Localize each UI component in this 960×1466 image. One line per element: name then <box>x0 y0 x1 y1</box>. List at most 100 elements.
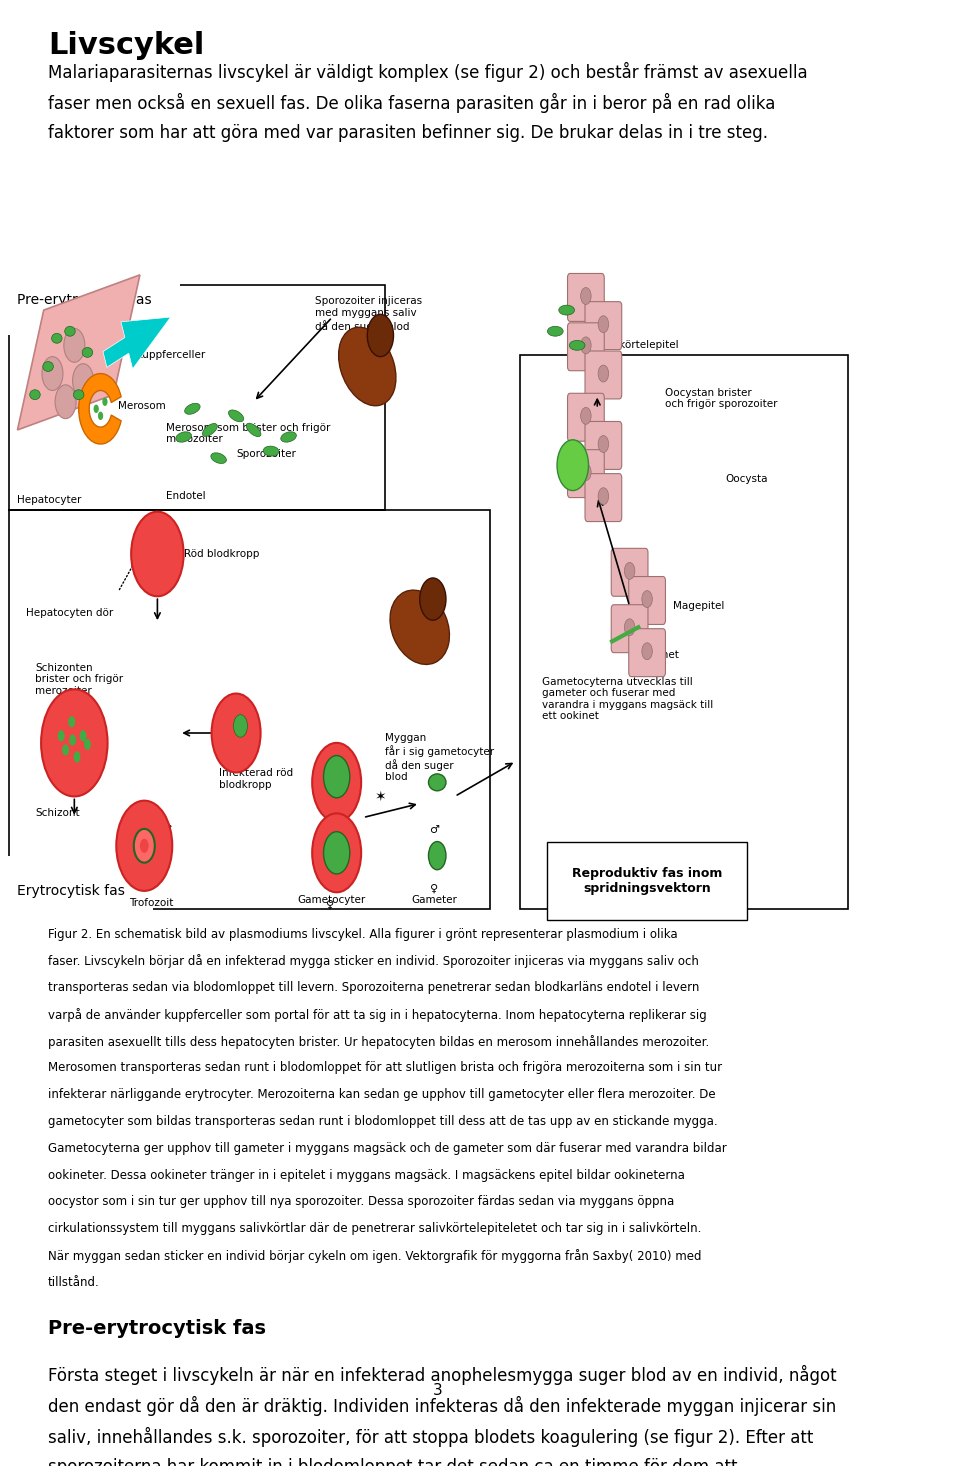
Ellipse shape <box>339 327 396 406</box>
Circle shape <box>98 412 103 421</box>
Text: Hepatocyter: Hepatocyter <box>17 496 82 506</box>
Text: 3: 3 <box>432 1384 443 1399</box>
Ellipse shape <box>64 327 75 336</box>
FancyBboxPatch shape <box>629 576 665 625</box>
Text: sporozoiterna har kommit in i blodomloppet tar det sedan ca en timme för dem att: sporozoiterna har kommit in i blodomlopp… <box>48 1457 737 1466</box>
FancyArrow shape <box>103 317 171 369</box>
Text: faser men också en sexuell fas. De olika faserna parasiten går in i beror på en : faser men också en sexuell fas. De olika… <box>48 92 776 113</box>
Text: infekterar närliggande erytrocyter. Merozoiterna kan sedan ge upphov till gameto: infekterar närliggande erytrocyter. Mero… <box>48 1088 716 1101</box>
Circle shape <box>312 743 361 822</box>
Ellipse shape <box>203 424 217 437</box>
Circle shape <box>557 440 588 491</box>
Text: Figur 2. En schematisk bild av plasmodiums livscykel. Alla figurer i grönt repre: Figur 2. En schematisk bild av plasmodiu… <box>48 928 678 941</box>
Circle shape <box>324 755 349 798</box>
Text: Gametocyterna ger upphov till gameter i myggans magsäck och de gameter som där f: Gametocyterna ger upphov till gameter i … <box>48 1142 727 1155</box>
Text: Merosomen transporteras sedan runt i blodomloppet för att slutligen brista och f: Merosomen transporteras sedan runt i blo… <box>48 1061 722 1075</box>
Text: Gametocyterna utvecklas till
gameter och fuserar med
varandra i myggans magsäck : Gametocyterna utvecklas till gameter och… <box>542 677 713 721</box>
Circle shape <box>324 831 349 874</box>
FancyBboxPatch shape <box>567 450 604 497</box>
FancyBboxPatch shape <box>612 605 648 652</box>
Polygon shape <box>17 276 140 430</box>
Text: Ookinet: Ookinet <box>638 651 680 661</box>
Ellipse shape <box>247 424 261 437</box>
Ellipse shape <box>228 410 244 422</box>
Circle shape <box>93 405 99 413</box>
Ellipse shape <box>184 403 200 415</box>
Ellipse shape <box>390 591 449 664</box>
Circle shape <box>62 745 69 755</box>
Circle shape <box>642 642 653 660</box>
Text: Gametocyter: Gametocyter <box>298 896 366 905</box>
Circle shape <box>80 730 86 742</box>
Circle shape <box>132 512 183 597</box>
Circle shape <box>428 841 446 869</box>
FancyBboxPatch shape <box>612 548 648 597</box>
Text: Infekterad röd
blodkropp: Infekterad röd blodkropp <box>219 768 293 790</box>
Circle shape <box>42 356 63 390</box>
Circle shape <box>140 839 149 853</box>
Circle shape <box>581 287 591 305</box>
Ellipse shape <box>83 347 93 358</box>
Circle shape <box>598 365 609 383</box>
Text: Merosom: Merosom <box>118 402 166 410</box>
Circle shape <box>581 463 591 481</box>
Text: parasiten asexuellt tills dess hepatocyten brister. Ur hepatocyten bildas en mer: parasiten asexuellt tills dess hepatocyt… <box>48 1035 709 1048</box>
Ellipse shape <box>559 305 574 315</box>
Text: Merosom som brister och frigör
merozoiter: Merosom som brister och frigör merozoite… <box>166 422 330 444</box>
FancyBboxPatch shape <box>567 274 604 321</box>
Ellipse shape <box>547 327 564 336</box>
FancyBboxPatch shape <box>567 393 604 441</box>
Circle shape <box>55 386 76 419</box>
Circle shape <box>74 752 81 762</box>
Circle shape <box>312 814 361 893</box>
Text: ♂: ♂ <box>429 825 439 834</box>
Circle shape <box>133 828 155 862</box>
Ellipse shape <box>569 340 585 350</box>
Text: oocystor som i sin tur ger upphov till nya sporozoiter. Dessa sporozoiter färdas: oocystor som i sin tur ger upphov till n… <box>48 1195 674 1208</box>
Wedge shape <box>79 374 121 444</box>
Text: faktorer som har att göra med var parasiten befinner sig. De brukar delas in i t: faktorer som har att göra med var parasi… <box>48 125 768 142</box>
Text: den endast gör då den är dräktig. Individen infekteras då den infekterade myggan: den endast gör då den är dräktig. Indivi… <box>48 1396 836 1416</box>
Text: Pre-erytrocytisk fas: Pre-erytrocytisk fas <box>48 1319 266 1338</box>
Circle shape <box>103 397 108 406</box>
Ellipse shape <box>280 432 297 443</box>
Ellipse shape <box>74 390 84 400</box>
Circle shape <box>598 315 609 333</box>
Text: Gameter: Gameter <box>411 896 457 905</box>
Circle shape <box>68 715 75 727</box>
Text: Livscykel: Livscykel <box>48 31 204 60</box>
Circle shape <box>581 337 591 353</box>
Text: ookineter. Dessa ookineter tränger in i epitelet i myggans magsäck. I magsäckens: ookineter. Dessa ookineter tränger in i … <box>48 1168 685 1182</box>
Text: Schizont: Schizont <box>35 808 80 818</box>
Ellipse shape <box>43 362 54 371</box>
FancyBboxPatch shape <box>567 323 604 371</box>
Text: Trofozoit: Trofozoit <box>130 899 174 907</box>
FancyBboxPatch shape <box>629 629 665 677</box>
Circle shape <box>211 693 260 773</box>
Text: varpå de använder kuppferceller som portal för att ta sig in i hepatocyterna. In: varpå de använder kuppferceller som port… <box>48 1009 707 1022</box>
Text: Pre-erytrocytisk fas: Pre-erytrocytisk fas <box>17 293 152 308</box>
Circle shape <box>233 715 248 737</box>
Text: gametocyter som bildas transporteras sedan runt i blodomloppet till dess att de : gametocyter som bildas transporteras sed… <box>48 1116 718 1127</box>
Circle shape <box>598 435 609 453</box>
Ellipse shape <box>428 774 446 790</box>
Circle shape <box>624 563 635 579</box>
Circle shape <box>368 314 394 356</box>
Text: Erytrocytisk fas: Erytrocytisk fas <box>17 884 126 899</box>
Text: Kuppferceller: Kuppferceller <box>135 350 204 361</box>
Text: ♀: ♀ <box>325 899 334 909</box>
Ellipse shape <box>176 432 191 443</box>
Circle shape <box>598 488 609 504</box>
Text: Salivkörtelepitel: Salivkörtelepitel <box>594 340 680 350</box>
Text: Sporozoiter injiceras
med myggans saliv
då den suger blod: Sporozoiter injiceras med myggans saliv … <box>315 296 422 331</box>
Circle shape <box>84 739 91 751</box>
Ellipse shape <box>211 453 227 463</box>
Text: Oocysta: Oocysta <box>726 475 768 484</box>
FancyBboxPatch shape <box>585 302 622 349</box>
Text: Malariaparasiternas livscykel är väldigt komplex (se figur 2) och består främst : Malariaparasiternas livscykel är väldigt… <box>48 62 807 82</box>
FancyBboxPatch shape <box>585 422 622 469</box>
Circle shape <box>624 619 635 636</box>
Text: ♀: ♀ <box>430 884 438 894</box>
Text: Röd blodkropp: Röd blodkropp <box>183 548 259 559</box>
Text: Schizonten
brister och frigör
merozoiter: Schizonten brister och frigör merozoiter <box>35 663 123 696</box>
